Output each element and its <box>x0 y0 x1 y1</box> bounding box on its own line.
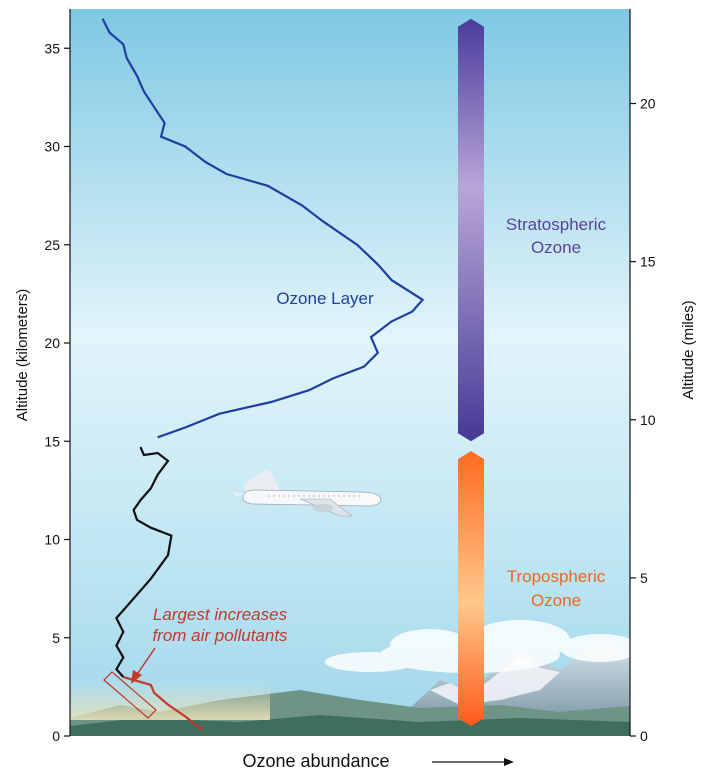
left-tick-label: 20 <box>44 335 60 351</box>
y-axis-title-left: Altitude (kilometers) <box>14 289 31 422</box>
axis-frame <box>69 9 631 736</box>
right-tick-label: 5 <box>640 570 648 586</box>
tropospheric-profile-curve <box>115 446 173 678</box>
left-axis-ticks: 0 5 10 15 20 25 30 35 <box>44 40 70 744</box>
left-tick-label: 25 <box>44 237 60 253</box>
right-tick-label: 20 <box>640 96 656 112</box>
right-tick-label: 15 <box>640 254 656 270</box>
stratospheric-label-line1: Stratospheric <box>506 215 607 234</box>
pollutant-increase-curve <box>122 675 204 731</box>
clouds-icon <box>325 620 640 673</box>
left-tick-label: 0 <box>52 728 60 744</box>
airplane-icon <box>232 470 382 517</box>
pollutant-highlight-box <box>103 671 157 719</box>
stratospheric-ozone-bar <box>458 18 484 442</box>
tropospheric-ozone-bar <box>458 451 484 727</box>
right-tick-label: 10 <box>640 412 656 428</box>
pollutant-arrow <box>131 647 156 684</box>
right-axis-ticks: 0 5 10 15 20 <box>630 96 656 744</box>
tropospheric-label-line1: Tropospheric <box>507 567 606 586</box>
x-axis-title: Ozone abundance <box>242 751 389 771</box>
ozone-layer-label: Ozone Layer <box>276 289 374 308</box>
ozone-layer-curve <box>101 18 425 439</box>
left-tick-label: 30 <box>44 139 60 155</box>
y-axis-title-right: Altitude (miles) <box>680 300 697 399</box>
right-tick-label: 0 <box>640 728 648 744</box>
left-tick-label: 15 <box>44 433 60 449</box>
left-tick-label: 35 <box>44 40 60 56</box>
pollutants-label-line1: Largest increases <box>153 605 288 624</box>
x-axis-arrow <box>432 758 514 766</box>
tropospheric-label-line2: Ozone <box>531 591 581 610</box>
stratospheric-label-line2: Ozone <box>531 238 581 257</box>
pollutants-label-line2: from air pollutants <box>152 626 288 645</box>
left-tick-label: 10 <box>44 532 60 548</box>
left-tick-label: 5 <box>52 630 60 646</box>
